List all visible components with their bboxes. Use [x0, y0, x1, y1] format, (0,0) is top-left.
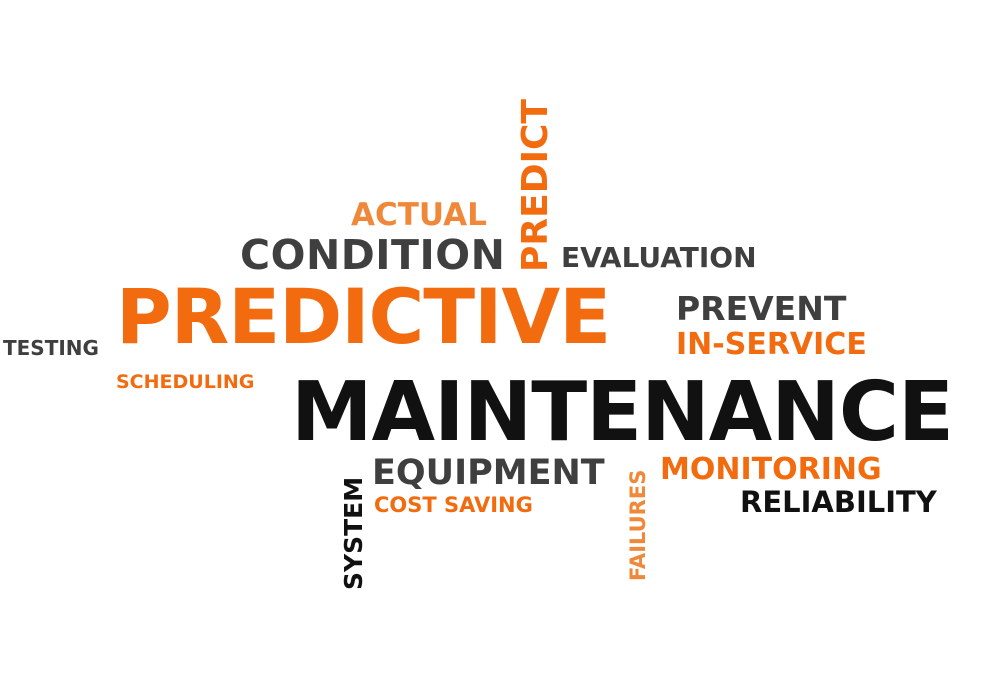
word-monitoring: MONITORING — [660, 452, 882, 487]
word-maintenance: MAINTENANCE — [291, 365, 954, 460]
word-prevent: PREVENT — [676, 289, 847, 328]
word-condition: CONDITION — [240, 231, 506, 279]
word-predict: PREDICT — [515, 99, 556, 272]
word-predictive: PREDICTIVE — [116, 272, 611, 361]
word-evaluation: EVALUATION — [561, 241, 757, 274]
word-cost-saving: COST SAVING — [374, 493, 533, 517]
word-actual: ACTUAL — [351, 197, 487, 233]
word-testing: TESTING — [3, 336, 99, 360]
word-failures: FAILURES — [626, 469, 650, 581]
word-scheduling: SCHEDULING — [116, 371, 255, 393]
word-in-service: IN-SERVICE — [676, 327, 867, 362]
word-system: SYSTEM — [339, 476, 368, 590]
word-equipment: EQUIPMENT — [372, 453, 605, 493]
word-reliability: RELIABILITY — [740, 485, 937, 519]
